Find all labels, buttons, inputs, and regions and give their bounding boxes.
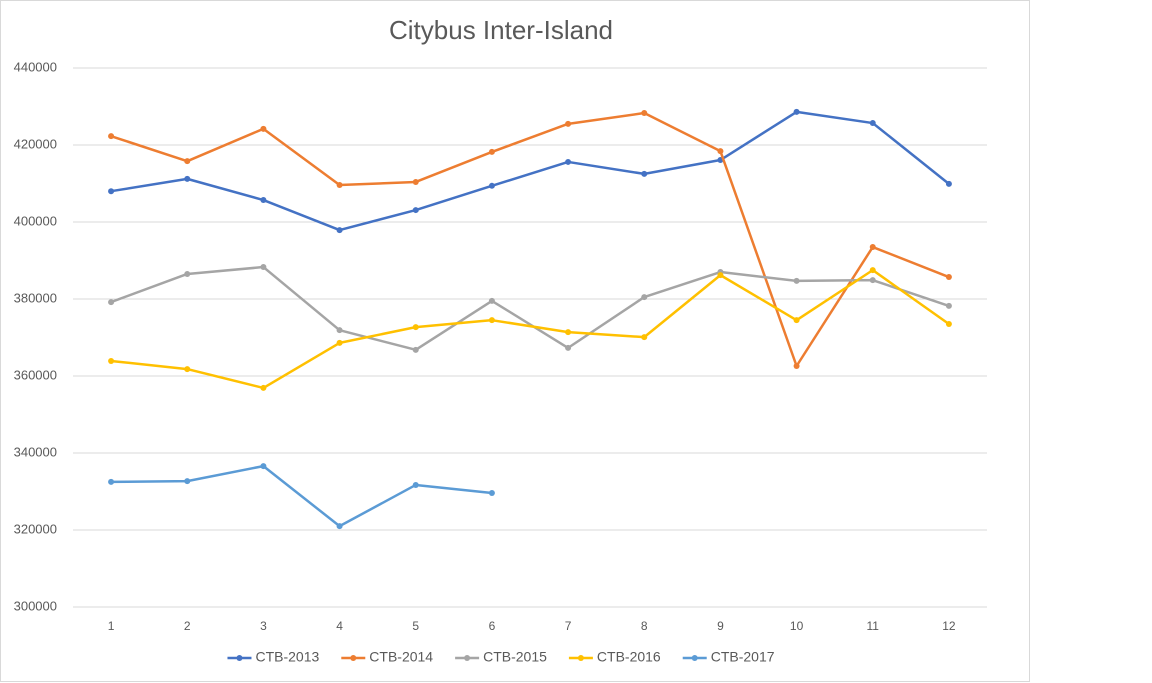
y-tick-label: 440000 xyxy=(14,59,57,74)
data-point xyxy=(869,267,876,274)
data-point xyxy=(869,244,876,251)
data-point xyxy=(260,197,267,204)
y-tick-label: 420000 xyxy=(14,136,57,151)
data-point xyxy=(108,357,115,364)
legend-label: CTB-2017 xyxy=(711,649,775,665)
data-point xyxy=(412,324,419,331)
data-point xyxy=(793,108,800,115)
data-point xyxy=(793,277,800,284)
y-tick-label: 400000 xyxy=(14,213,57,228)
legend-marker xyxy=(236,655,243,661)
legend-label: CTB-2015 xyxy=(483,649,547,665)
data-point xyxy=(565,158,572,165)
data-point xyxy=(488,182,495,189)
x-tick-label: 7 xyxy=(565,619,572,633)
data-point xyxy=(488,297,495,304)
x-tick-label: 9 xyxy=(717,619,724,633)
data-point xyxy=(869,277,876,284)
x-tick-label: 12 xyxy=(942,619,956,633)
data-point xyxy=(565,120,572,127)
data-point xyxy=(488,148,495,155)
data-point xyxy=(260,463,267,470)
legend-label: CTB-2014 xyxy=(369,649,433,665)
y-tick-label: 360000 xyxy=(14,367,57,382)
x-tick-label: 6 xyxy=(489,619,496,633)
data-point xyxy=(488,317,495,324)
data-point xyxy=(641,294,648,301)
legend-marker xyxy=(691,655,698,661)
series-line xyxy=(110,110,950,232)
chart-border xyxy=(0,0,1030,682)
legend-marker xyxy=(464,655,471,661)
data-point xyxy=(108,133,115,140)
data-point xyxy=(412,178,419,185)
data-point xyxy=(565,329,572,336)
x-tick-label: 11 xyxy=(867,619,880,633)
y-tick-label: 380000 xyxy=(14,290,57,305)
x-tick-label: 8 xyxy=(641,619,648,633)
data-point xyxy=(488,490,495,497)
x-tick-label: 4 xyxy=(336,619,343,633)
data-point xyxy=(869,120,876,127)
series-line xyxy=(110,268,950,390)
data-point xyxy=(412,346,419,353)
data-point xyxy=(945,274,952,281)
x-tick-label: 10 xyxy=(790,619,804,633)
data-point xyxy=(412,481,419,488)
series-line xyxy=(110,111,950,368)
data-point xyxy=(565,344,572,351)
data-point xyxy=(641,334,648,341)
data-point xyxy=(260,125,267,132)
data-point xyxy=(945,180,952,187)
data-point xyxy=(336,227,343,234)
data-point xyxy=(260,264,267,271)
data-point xyxy=(184,270,191,277)
data-point xyxy=(945,302,952,309)
data-point xyxy=(336,182,343,189)
x-tick-label: 3 xyxy=(260,619,267,633)
y-tick-label: 320000 xyxy=(14,521,57,536)
data-point xyxy=(108,299,115,306)
data-point xyxy=(260,384,267,391)
chart-title: Citybus Inter-Island xyxy=(389,15,613,45)
y-tick-label: 300000 xyxy=(14,598,57,613)
data-point xyxy=(641,170,648,177)
series-line xyxy=(111,464,493,528)
data-point xyxy=(184,478,191,485)
legend-label: CTB-2016 xyxy=(597,649,661,665)
y-tick-label: 340000 xyxy=(14,444,57,459)
data-point xyxy=(717,272,724,279)
data-point xyxy=(108,478,115,485)
data-point xyxy=(945,321,952,328)
x-tick-label: 2 xyxy=(184,619,191,633)
data-point xyxy=(184,366,191,373)
x-tick-label: 5 xyxy=(412,619,419,633)
legend-label: CTB-2013 xyxy=(255,649,319,665)
data-point xyxy=(336,339,343,346)
data-point xyxy=(412,207,419,214)
data-point xyxy=(793,317,800,324)
data-point xyxy=(184,158,191,165)
data-point xyxy=(108,188,115,195)
data-point xyxy=(641,110,648,117)
data-point xyxy=(793,362,800,369)
data-point xyxy=(184,175,191,182)
series-line xyxy=(110,265,950,352)
data-point xyxy=(336,327,343,334)
data-point xyxy=(336,523,343,530)
x-tick-label: 1 xyxy=(108,619,115,633)
data-point xyxy=(717,148,724,155)
legend-marker xyxy=(350,655,357,661)
legend-marker xyxy=(577,655,584,661)
